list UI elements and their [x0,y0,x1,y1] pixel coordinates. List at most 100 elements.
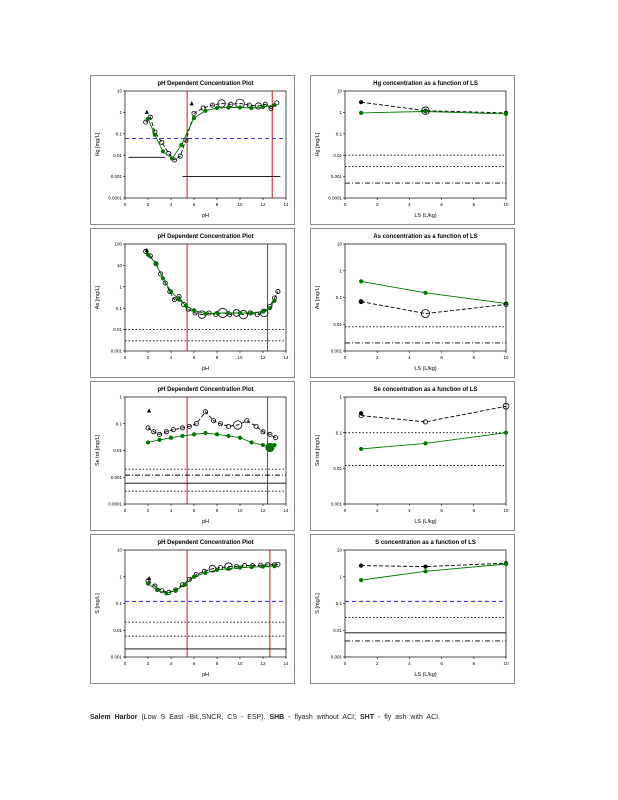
caption-text: - flyash without ACI; [288,714,360,721]
caption-term: SHB [269,714,289,721]
data-point [182,582,187,587]
caption-text: - fly ash with ACI. [377,714,441,721]
y-tick-label: 0.1 [336,131,343,136]
y-axis-label: S [mg/L] [315,593,321,614]
data-point [168,289,174,294]
chart-svg: Hg concentration as a function of LS 0 2 4 6… [315,81,509,219]
data-point [237,105,243,110]
data-point [144,109,149,114]
series-line [361,562,507,568]
data-point [164,591,169,596]
data-point [191,432,197,437]
y-tick-label: 10 [117,548,123,553]
y-tick-label: 0.0001 [108,196,122,201]
x-tick-label: 0 [124,661,127,666]
x-axis-label: pH [202,519,209,525]
x-tick-label: 4 [170,355,173,360]
data-point [423,564,428,569]
data-point [249,310,254,316]
x-tick-label: 4 [408,355,411,360]
data-point [145,116,151,121]
series-extra [359,411,364,416]
series-SHT [359,561,509,583]
chart-panel-se-ph: pH Dependent Concentration Plot 0 2 4 6 8 10 12… [90,381,295,531]
data-point [203,311,208,316]
y-tick-label: 0.01 [333,153,342,158]
data-point [179,142,184,148]
y-tick-label: 0.01 [333,466,342,471]
y-tick-label: 0.0001 [108,502,122,507]
data-point [359,411,364,416]
series-extra [144,101,194,114]
x-tick-label: 0 [124,508,127,513]
data-point [147,408,152,413]
chart-panel-se-ls: Se concentration as a function of LS 0 2 4 6… [310,381,515,531]
x-tick-label: 8 [473,355,476,360]
data-point [226,566,231,571]
x-tick-label: 8 [473,202,476,207]
x-axis-label: pH [202,672,209,678]
data-point [155,587,160,593]
data-point [163,429,169,435]
data-point [249,440,254,445]
data-point [237,565,243,570]
x-tick-label: 8 [216,202,219,207]
data-point [200,105,206,111]
data-point [237,435,243,440]
data-point [237,310,243,316]
x-tick-label: 8 [216,355,219,360]
y-tick-label: 10 [117,263,123,268]
data-point [180,425,186,431]
data-point [225,423,231,429]
y-axis-label: As [mg/L] [315,285,321,309]
x-tick-label: 10 [237,661,243,666]
series-line [147,411,276,439]
series-extra [147,575,152,581]
data-point [246,102,252,108]
series-SHB [143,98,280,163]
data-point [272,102,277,108]
y-tick-label: 0.001 [111,174,123,179]
chart-title: As concentration as a function of LS [373,234,477,240]
data-point [214,567,220,573]
chart-title: Se concentration as a function of LS [373,387,477,393]
data-point [423,569,428,574]
y-tick-label: 10 [337,89,343,94]
x-tick-label: 2 [376,661,379,666]
x-tick-label: 8 [473,508,476,513]
data-point [214,432,220,437]
y-tick-label: 0.1 [116,131,123,136]
x-tick-label: 10 [237,355,243,360]
y-tick-label: 0.001 [111,349,123,354]
data-point [160,276,166,281]
x-tick-label: 6 [440,508,443,513]
data-point [214,310,220,316]
y-tick-label: 10 [337,548,343,553]
data-point [152,132,157,137]
data-point [191,308,197,313]
data-point [159,139,165,145]
y-tick-label: 0.01 [113,448,122,453]
chart-title: S concentration as a function of LS [375,540,476,546]
series-line [145,102,278,161]
data-point [260,429,266,435]
data-point [180,433,185,439]
plot-area [124,243,287,352]
data-point [162,280,168,286]
x-tick-label: 6 [440,202,443,207]
data-point [143,119,149,125]
y-tick-label: 0.001 [331,174,343,179]
series-line [361,405,507,423]
x-axis-label: LS (L/kg) [414,366,436,372]
y-tick-label: 0.01 [333,628,342,633]
plot-area [124,396,287,505]
data-point [359,110,364,115]
data-point [145,440,151,445]
data-point [267,306,272,311]
data-point [272,564,277,569]
data-point [254,312,260,318]
data-point [359,446,364,452]
chart-title: pH Dependent Concentration Plot [158,81,254,87]
y-axis-label: Hg [mg/L] [95,132,101,156]
data-point [189,101,194,106]
